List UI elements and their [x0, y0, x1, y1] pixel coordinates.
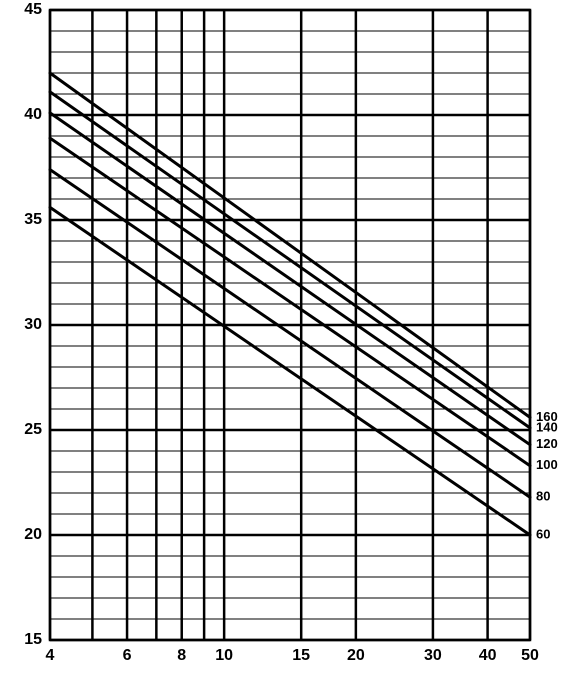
log-linear-chart: 15 20 25 30 35 40 45 4 6 8 10 15 20 30 40 50 60 80 100 120 1…	[0, 0, 578, 673]
series-label: 160	[536, 409, 558, 424]
y-tick-label: 35	[24, 211, 42, 228]
x-tick-label: 15	[292, 647, 310, 664]
y-tick-label: 25	[24, 421, 42, 438]
x-tick-label: 10	[215, 647, 233, 664]
x-tick-label: 40	[479, 647, 497, 664]
y-tick-label: 40	[24, 106, 42, 123]
series-label: 120	[536, 436, 558, 451]
y-tick-label: 45	[24, 1, 42, 18]
y-tick-label: 20	[24, 526, 42, 543]
series-label: 60	[536, 526, 550, 541]
x-tick-label: 50	[521, 647, 539, 664]
x-tick-label: 30	[424, 647, 442, 664]
x-tick-label: 6	[123, 647, 132, 664]
y-tick-label: 15	[24, 631, 42, 648]
x-tick-label: 8	[177, 647, 186, 664]
series-label: 100	[536, 457, 558, 472]
series-label: 80	[536, 489, 550, 504]
chart-svg: 15 20 25 30 35 40 45 4 6 8 10 15 20 30 40 50 60 80 100 120 1…	[0, 0, 578, 673]
x-tick-label: 4	[46, 647, 55, 664]
y-tick-label: 30	[24, 316, 42, 333]
x-tick-label: 20	[347, 647, 365, 664]
